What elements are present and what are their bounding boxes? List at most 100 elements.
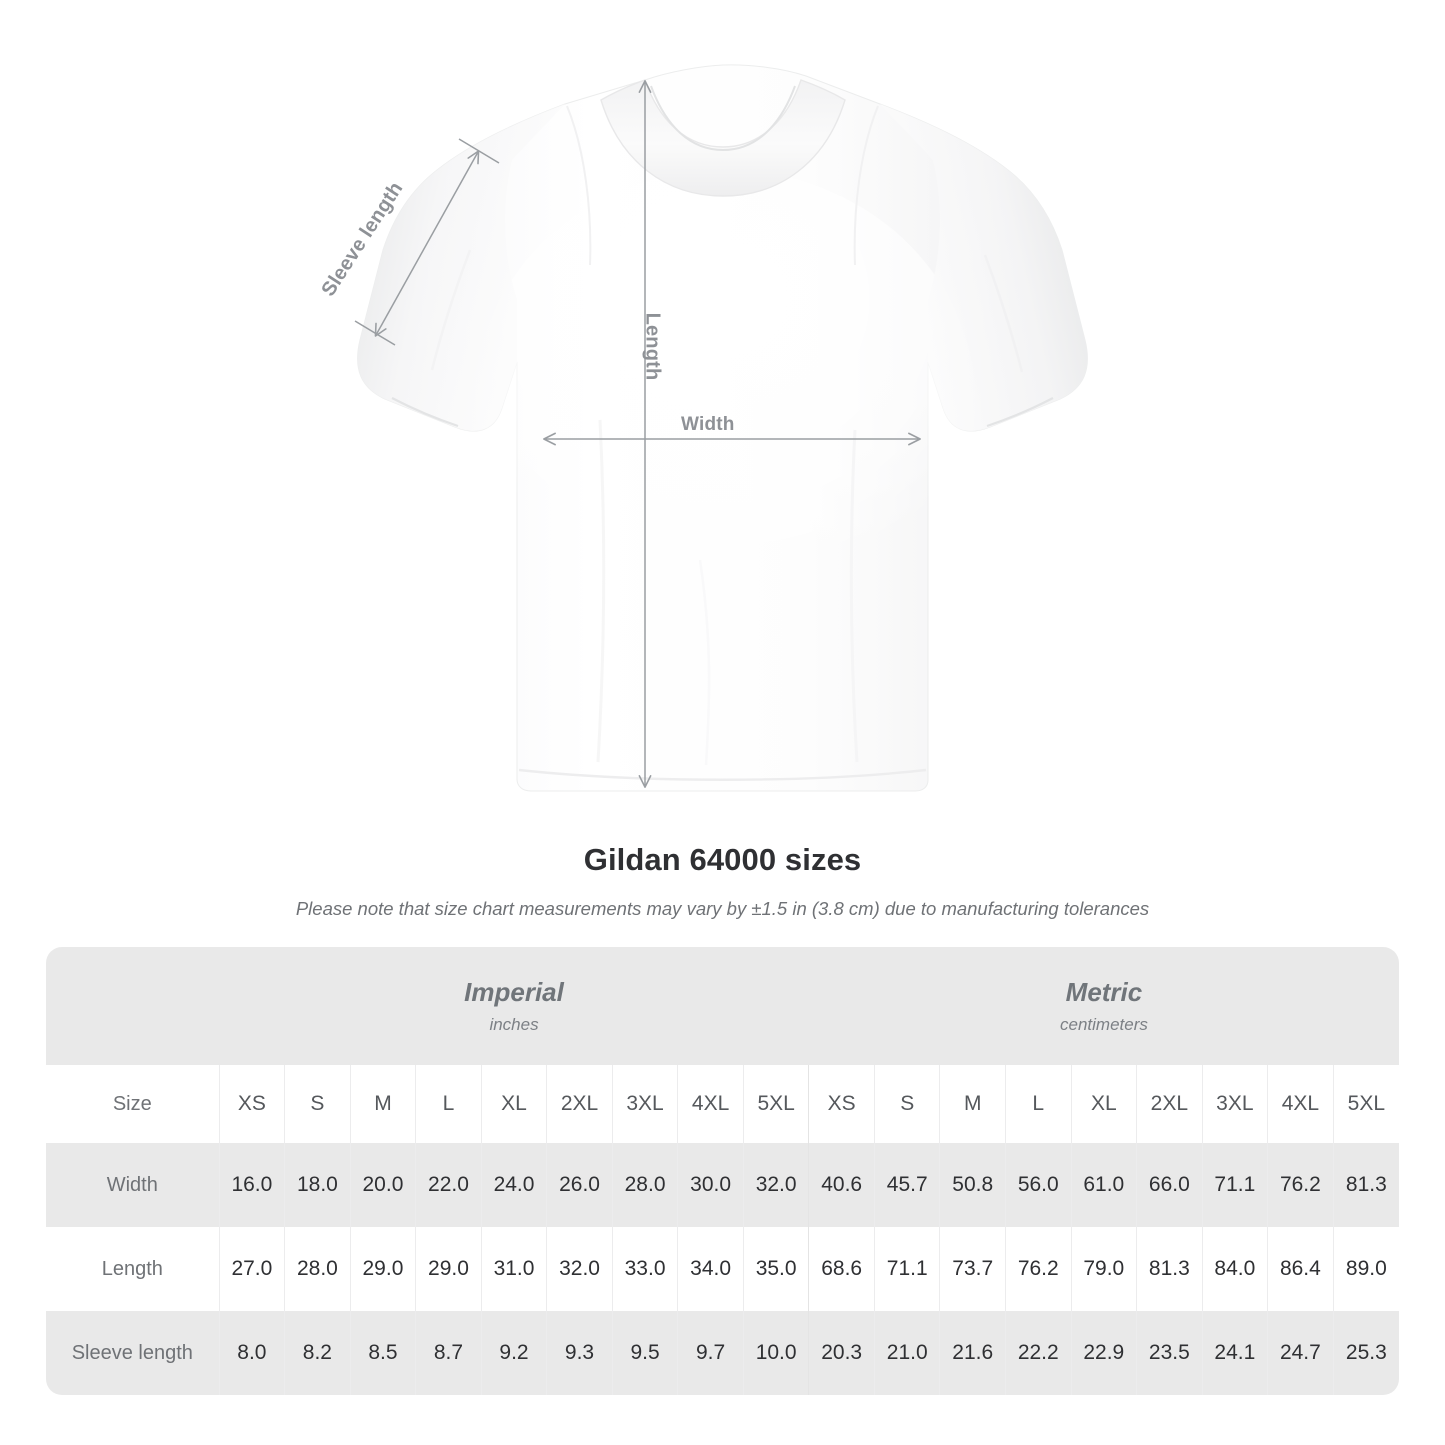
- fold-right: [849, 429, 859, 763]
- size-chart-table-wrapper: Imperial inches Metric centimeters Size …: [46, 947, 1399, 1395]
- collar: [600, 79, 846, 197]
- cell-length-metric-3xl: 84.0: [1201, 1227, 1268, 1311]
- cell-sleeve-metric-s: 21.0: [873, 1311, 940, 1395]
- left-shoulder-seam: [566, 105, 592, 266]
- cell-length-metric-xl: 79.0: [1070, 1227, 1137, 1311]
- table-row: Width 16.0 18.0 20.0 22.0 24.0 26.0 28.0…: [46, 1143, 1399, 1227]
- table-row: Sleeve length 8.0 8.2 8.5 8.7 9.2 9.3 9.…: [46, 1311, 1399, 1395]
- right-sleeve: [880, 104, 1088, 432]
- sleeve-length-cap-bottom: [354, 320, 396, 346]
- tshirt-diagram: Sleeve length Length Width: [317, 64, 1088, 792]
- cell-sleeve-metric-l: 22.2: [1005, 1311, 1072, 1395]
- sleeve-length-arrow: [374, 150, 480, 337]
- size-col-metric-xl: XL: [1070, 1065, 1137, 1143]
- fold-left: [596, 419, 606, 763]
- cell-length-imperial-5xl: 35.0: [742, 1227, 809, 1311]
- cell-length-metric-2xl: 81.3: [1136, 1227, 1203, 1311]
- cell-width-imperial-2xl: 26.0: [546, 1143, 613, 1227]
- measurement-annotations: [354, 80, 921, 788]
- size-col-imperial-xs: XS: [218, 1065, 285, 1143]
- chest-highlight: [475, 170, 975, 630]
- cell-sleeve-metric-xl: 22.9: [1070, 1311, 1137, 1395]
- cell-sleeve-imperial-m: 8.5: [349, 1311, 416, 1395]
- tolerance-note: Please note that size chart measurements…: [295, 898, 1150, 919]
- bottom-hem: [518, 768, 927, 781]
- unit-sub-metric: centimeters: [1060, 1014, 1148, 1034]
- unit-name-imperial: Imperial: [464, 976, 564, 1007]
- size-col-imperial-3xl: 3XL: [611, 1065, 678, 1143]
- cell-length-imperial-l: 29.0: [415, 1227, 482, 1311]
- size-col-imperial-xl: XL: [480, 1065, 547, 1143]
- cell-sleeve-metric-xs: 20.3: [808, 1311, 875, 1395]
- unit-sub-imperial: inches: [489, 1014, 539, 1034]
- width-label: Width: [681, 414, 735, 435]
- table-row: Length 27.0 28.0 29.0 29.0 31.0 32.0 33.…: [46, 1227, 1399, 1311]
- cell-length-metric-xs: 68.6: [808, 1227, 875, 1311]
- cell-length-imperial-m: 29.0: [349, 1227, 416, 1311]
- row-label-length: Length: [46, 1227, 220, 1311]
- size-col-metric-m: M: [939, 1065, 1006, 1143]
- cell-sleeve-metric-2xl: 23.5: [1136, 1311, 1203, 1395]
- unit-name-metric: Metric: [1065, 976, 1143, 1007]
- cell-width-imperial-3xl: 28.0: [611, 1143, 678, 1227]
- cell-width-imperial-4xl: 30.0: [677, 1143, 744, 1227]
- cell-width-metric-5xl: 81.3: [1332, 1143, 1399, 1227]
- size-col-imperial-4xl: 4XL: [677, 1065, 744, 1143]
- cell-width-metric-l: 56.0: [1005, 1143, 1072, 1227]
- cell-length-metric-s: 71.1: [873, 1227, 940, 1311]
- unit-group-imperial: Imperial inches: [219, 947, 809, 1065]
- cell-sleeve-metric-5xl: 25.3: [1332, 1311, 1399, 1395]
- cell-width-metric-3xl: 71.1: [1201, 1143, 1268, 1227]
- size-col-imperial-l: L: [415, 1065, 482, 1143]
- length-label: Length: [641, 312, 664, 381]
- cell-length-imperial-s: 28.0: [284, 1227, 351, 1311]
- size-col-imperial-s: S: [284, 1065, 351, 1143]
- size-col-metric-l: L: [1005, 1065, 1072, 1143]
- cell-sleeve-metric-3xl: 24.1: [1201, 1311, 1268, 1395]
- size-col-metric-5xl: 5XL: [1332, 1065, 1399, 1143]
- right-sleeve-hem: [986, 397, 1054, 428]
- cell-length-imperial-xl: 31.0: [480, 1227, 547, 1311]
- cell-sleeve-metric-4xl: 24.7: [1267, 1311, 1334, 1395]
- cell-width-imperial-5xl: 32.0: [742, 1143, 809, 1227]
- right-shoulder-seam: [853, 105, 879, 266]
- size-col-metric-4xl: 4XL: [1267, 1065, 1334, 1143]
- cell-width-imperial-s: 18.0: [284, 1143, 351, 1227]
- fold-right-sleeve: [983, 254, 1024, 373]
- cell-sleeve-imperial-l: 8.7: [415, 1311, 482, 1395]
- size-col-metric-2xl: 2XL: [1136, 1065, 1203, 1143]
- size-col-imperial-5xl: 5XL: [742, 1065, 809, 1143]
- cell-length-imperial-4xl: 34.0: [677, 1227, 744, 1311]
- cell-sleeve-metric-m: 21.6: [939, 1311, 1006, 1395]
- tshirt-illustration: [354, 64, 1088, 792]
- cell-length-imperial-2xl: 32.0: [546, 1227, 613, 1311]
- cell-width-metric-xl: 61.0: [1070, 1143, 1137, 1227]
- unit-header-row: Imperial inches Metric centimeters: [46, 947, 1399, 1065]
- cell-length-metric-l: 76.2: [1005, 1227, 1072, 1311]
- cell-width-imperial-l: 22.0: [415, 1143, 482, 1227]
- cell-width-imperial-xl: 24.0: [480, 1143, 547, 1227]
- cell-sleeve-imperial-xl: 9.2: [480, 1311, 547, 1395]
- cell-width-metric-2xl: 66.0: [1136, 1143, 1203, 1227]
- cell-sleeve-imperial-2xl: 9.3: [546, 1311, 613, 1395]
- cell-width-metric-s: 45.7: [873, 1143, 940, 1227]
- chart-title: Gildan 64000 sizes: [583, 842, 862, 877]
- title-block: Gildan 64000 sizes Please note that size…: [0, 840, 1445, 922]
- cell-sleeve-imperial-4xl: 9.7: [677, 1311, 744, 1395]
- cell-sleeve-imperial-5xl: 10.0: [742, 1311, 809, 1395]
- size-col-metric-s: S: [873, 1065, 940, 1143]
- cell-width-metric-xs: 40.6: [808, 1143, 875, 1227]
- size-header-row: Size XS S M L XL 2XL 3XL 4XL 5XL XS S M …: [46, 1065, 1399, 1143]
- cell-length-metric-4xl: 86.4: [1267, 1227, 1334, 1311]
- cell-length-metric-m: 73.7: [939, 1227, 1006, 1311]
- cell-sleeve-imperial-s: 8.2: [284, 1311, 351, 1395]
- unit-header-spacer: [46, 947, 220, 1065]
- size-col-metric-3xl: 3XL: [1201, 1065, 1268, 1143]
- cell-length-metric-5xl: 89.0: [1332, 1227, 1399, 1311]
- cell-sleeve-imperial-3xl: 9.5: [611, 1311, 678, 1395]
- row-header-size: Size: [46, 1065, 220, 1143]
- left-sleeve-hem: [391, 397, 459, 428]
- cell-width-imperial-m: 20.0: [349, 1143, 416, 1227]
- size-chart-table: Imperial inches Metric centimeters Size …: [46, 947, 1399, 1395]
- size-col-metric-xs: XS: [808, 1065, 875, 1143]
